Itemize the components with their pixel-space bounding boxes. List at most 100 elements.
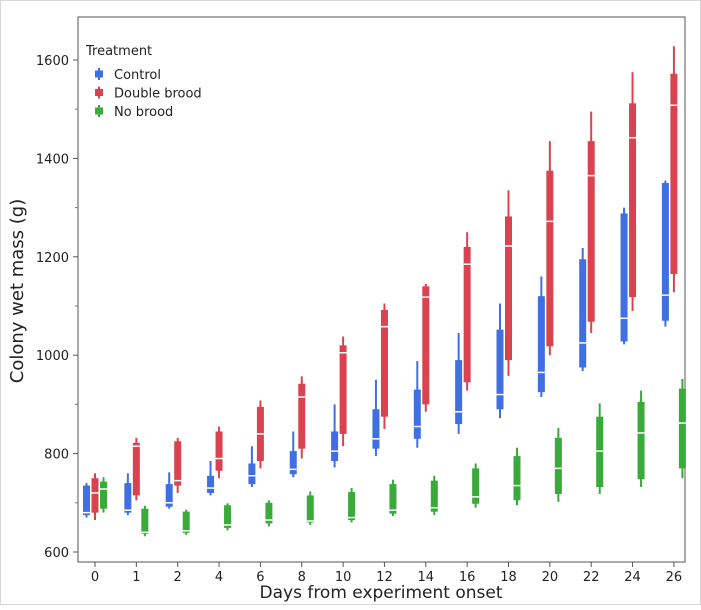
iqr-box xyxy=(513,456,521,501)
box-no-brood xyxy=(224,503,232,531)
box-double-brood xyxy=(339,336,347,447)
box-no-brood xyxy=(182,509,190,535)
y-tick-label: 600 xyxy=(44,546,69,561)
box-double-brood xyxy=(380,303,388,429)
box-double-brood xyxy=(587,111,595,334)
iqr-box xyxy=(141,508,149,534)
box-control xyxy=(455,333,463,434)
iqr-box xyxy=(298,383,306,449)
box-control xyxy=(165,472,173,509)
box-control xyxy=(83,483,90,518)
iqr-box xyxy=(124,483,132,513)
iqr-box xyxy=(389,484,397,514)
box-no-brood xyxy=(637,390,645,488)
box-no-brood xyxy=(472,463,480,508)
y-axis-label: Colony wet mass (g) xyxy=(7,199,28,383)
box-no-brood xyxy=(306,491,314,525)
box-double-brood xyxy=(422,283,430,412)
iqr-box xyxy=(224,505,232,528)
box-no-brood xyxy=(430,475,438,516)
x-tick-label: 16 xyxy=(459,570,476,585)
x-tick-label: 8 xyxy=(298,570,306,585)
box-no-brood xyxy=(554,428,562,502)
box-no-brood xyxy=(265,500,273,527)
y-tick-label: 1200 xyxy=(36,251,69,266)
iqr-box xyxy=(83,485,90,516)
iqr-box xyxy=(670,73,678,275)
iqr-box xyxy=(472,468,480,504)
legend-swatch xyxy=(95,70,103,78)
legend-swatch xyxy=(95,89,103,96)
box-control xyxy=(661,180,669,327)
box-double-brood xyxy=(298,376,306,459)
iqr-box xyxy=(620,213,628,342)
legend-swatch xyxy=(95,107,103,115)
box-no-brood xyxy=(678,378,686,479)
box-double-brood xyxy=(463,232,471,391)
box-control xyxy=(537,276,545,398)
legend-item: Control xyxy=(95,68,161,83)
legend-item: Double brood xyxy=(95,86,202,102)
x-axis-label: Days from experiment onset xyxy=(260,583,503,603)
x-axis: 0 1 2 4 6 8 10 12 14 16 18 20 22 24 26 xyxy=(91,562,682,585)
box-series xyxy=(83,46,686,537)
box-no-brood xyxy=(348,488,356,523)
box-no-brood xyxy=(100,477,107,513)
iqr-box xyxy=(165,484,173,507)
iqr-box xyxy=(546,170,554,347)
iqr-box xyxy=(637,401,645,480)
iqr-box xyxy=(306,495,314,523)
x-tick-label: 20 xyxy=(542,570,559,585)
box-control xyxy=(207,460,215,496)
iqr-box xyxy=(579,259,587,368)
iqr-box xyxy=(248,463,256,485)
y-tick-label: 1000 xyxy=(36,349,69,364)
iqr-box xyxy=(430,480,438,512)
box-control xyxy=(496,303,504,419)
legend-title: Treatment xyxy=(85,44,152,59)
iqr-box xyxy=(339,345,347,434)
legend-label: No brood xyxy=(114,105,173,120)
x-tick-label: 6 xyxy=(256,570,264,585)
box-no-brood xyxy=(513,447,521,506)
iqr-box xyxy=(207,475,215,493)
iqr-box xyxy=(422,286,430,405)
x-tick-label: 24 xyxy=(624,570,641,585)
iqr-box xyxy=(380,309,388,417)
iqr-box xyxy=(505,216,512,361)
iqr-box xyxy=(463,246,471,383)
iqr-box xyxy=(413,389,421,439)
iqr-box xyxy=(537,296,545,393)
x-tick-label: 1 xyxy=(132,570,140,585)
x-tick-label: 22 xyxy=(583,570,600,585)
box-no-brood xyxy=(141,505,149,537)
box-double-brood xyxy=(91,473,99,521)
box-double-brood xyxy=(670,46,678,293)
box-control xyxy=(413,361,421,448)
box-control xyxy=(248,446,256,488)
iqr-box xyxy=(661,183,669,321)
iqr-box xyxy=(372,409,380,449)
x-tick-label: 4 xyxy=(215,570,223,585)
iqr-box xyxy=(331,431,339,461)
box-control xyxy=(289,431,297,478)
y-tick-label: 1600 xyxy=(36,54,69,69)
x-tick-label: 0 xyxy=(91,570,99,585)
iqr-box xyxy=(132,442,140,496)
iqr-box xyxy=(91,478,99,513)
y-tick-label: 1400 xyxy=(36,152,69,167)
y-axis: 600 800 1000 1200 1400 1600 xyxy=(36,54,78,561)
iqr-box xyxy=(587,141,595,322)
iqr-box xyxy=(496,329,504,410)
iqr-box xyxy=(100,481,107,509)
iqr-box xyxy=(678,388,686,469)
box-double-brood xyxy=(215,426,223,479)
box-double-brood xyxy=(132,437,140,501)
iqr-box xyxy=(265,502,273,524)
box-no-brood xyxy=(596,403,604,494)
iqr-box xyxy=(215,431,223,471)
iqr-box xyxy=(629,103,637,298)
legend-label: Double brood xyxy=(114,87,202,102)
box-double-brood xyxy=(629,72,637,311)
